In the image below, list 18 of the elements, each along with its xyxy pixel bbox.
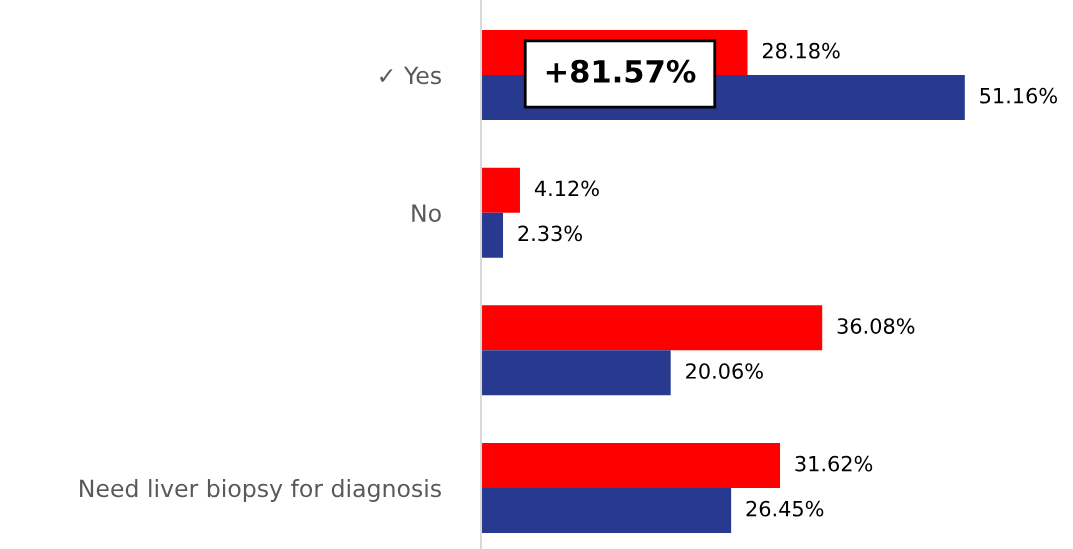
data-label: 26.45%: [746, 500, 824, 517]
data-label: 2.33%: [518, 225, 582, 242]
data-label: 28.18%: [762, 42, 840, 59]
annotation: +81.57%: [546, 59, 696, 83]
bar: [481, 350, 671, 396]
y-tick-label: Need liver biopsy for diagnosis: [80, 479, 441, 502]
data-label: 4.12%: [534, 180, 599, 197]
bar: [481, 212, 504, 258]
y-tick-label: ✓ Yes: [380, 66, 441, 85]
data-label: 20.06%: [686, 363, 763, 379]
data-label: 51.16%: [980, 87, 1057, 104]
data-label: 36.08%: [837, 318, 915, 334]
bar: [481, 443, 781, 489]
bar: [481, 488, 732, 534]
data-label: 31.62%: [795, 455, 873, 472]
bar: [481, 167, 520, 213]
y-tick-label: No: [412, 204, 441, 222]
bar: [481, 305, 823, 351]
